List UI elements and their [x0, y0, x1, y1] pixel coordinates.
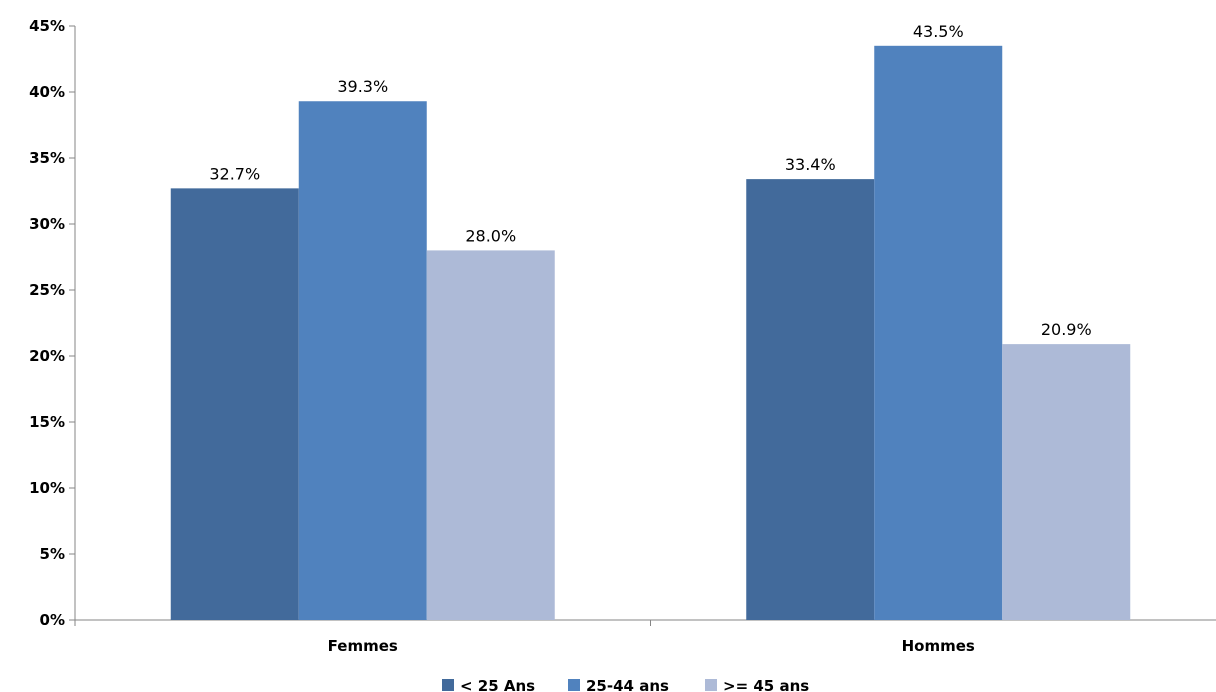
- bar: [170, 188, 299, 621]
- legend-item: 25-44 ans: [568, 677, 669, 692]
- legend-item: < 25 Ans: [442, 677, 535, 692]
- y-tick-label: 20%: [29, 347, 65, 365]
- legend-label: < 25 Ans: [460, 677, 535, 692]
- data-label: 43.5%: [913, 22, 964, 41]
- y-tick-label: 25%: [29, 281, 65, 299]
- data-label: 32.7%: [209, 164, 260, 183]
- legend-swatch: [705, 679, 717, 691]
- data-label: 33.4%: [785, 155, 836, 174]
- y-tick-label: 45%: [29, 17, 65, 35]
- legend-swatch: [442, 679, 454, 691]
- legend-label: 25-44 ans: [586, 677, 669, 692]
- y-tick-label: 5%: [40, 545, 65, 563]
- legend-label: >= 45 ans: [723, 677, 809, 692]
- data-labels: 32.7% 39.3% 28.0% 33.4% 43.5% 20.9%: [209, 22, 1091, 339]
- legend: < 25 Ans 25-44 ans >= 45 ans: [442, 677, 809, 692]
- bar: [1002, 344, 1131, 620]
- data-label: 39.3%: [337, 77, 388, 96]
- y-tick-label: 0%: [40, 611, 65, 629]
- bar: [426, 250, 555, 620]
- x-axis: Femmes Hommes: [74, 619, 1216, 655]
- y-tick-label: 35%: [29, 149, 65, 167]
- bars: [170, 45, 1131, 621]
- y-tick-label: 30%: [29, 215, 65, 233]
- bar: [874, 45, 1003, 621]
- data-label: 20.9%: [1041, 320, 1092, 339]
- y-tick-label: 40%: [29, 83, 65, 101]
- y-tick-label: 10%: [29, 479, 65, 497]
- y-axis: 0% 5% 10% 15% 20% 25% 30% 35% 40% 45%: [29, 17, 76, 629]
- x-category-label: Hommes: [902, 637, 975, 655]
- bar: [298, 101, 427, 621]
- legend-item: >= 45 ans: [705, 677, 809, 692]
- bar: [746, 179, 875, 620]
- x-category-label: Femmes: [328, 637, 398, 655]
- y-tick-label: 15%: [29, 413, 65, 431]
- legend-swatch: [568, 679, 580, 691]
- data-label: 28.0%: [465, 226, 516, 245]
